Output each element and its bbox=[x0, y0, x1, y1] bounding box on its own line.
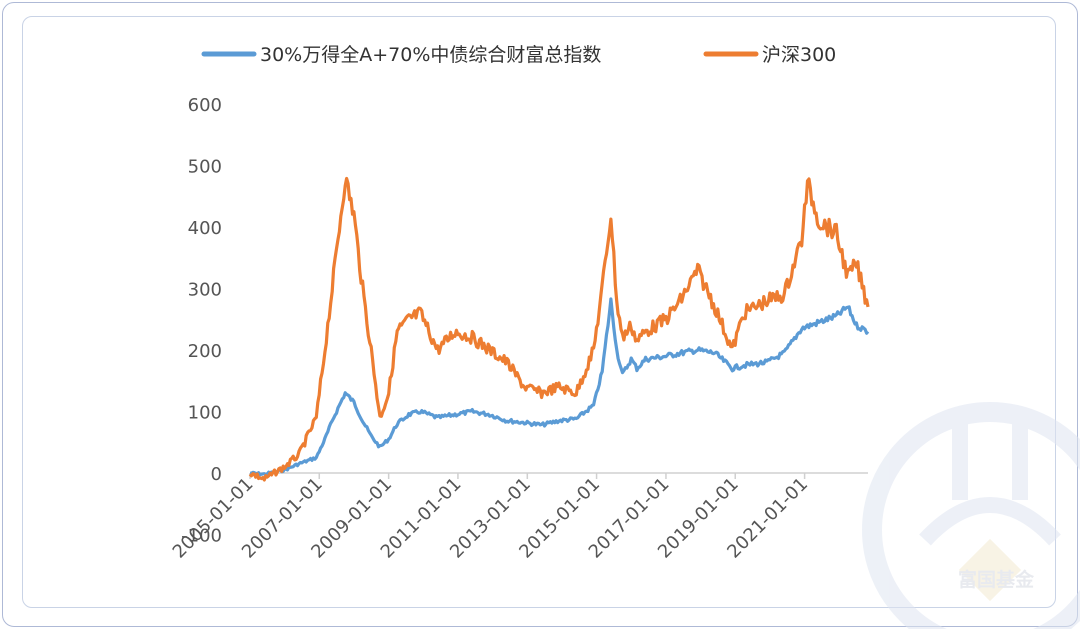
y-tick-label: 600 bbox=[188, 95, 222, 116]
legend-label-series1: 沪深300 bbox=[762, 44, 836, 66]
series-line-1 bbox=[248, 176, 870, 482]
y-tick-label: 400 bbox=[188, 218, 222, 239]
x-axis: 2005-01-012007-01-012009-01-012011-01-01… bbox=[169, 472, 868, 563]
fullgoal-logo-watermark: 富国基金 bbox=[862, 402, 1080, 629]
y-axis: -100 0 100 200 300 400 500 600 bbox=[181, 95, 222, 547]
y-tick-label: -100 bbox=[181, 526, 222, 547]
watermark-text: 富国基金 bbox=[958, 568, 1035, 591]
legend-label-series0: 30%万得全A+70%中债综合财富总指数 bbox=[260, 44, 601, 66]
y-tick-label: 300 bbox=[188, 280, 222, 301]
y-tick-label: 200 bbox=[188, 341, 222, 362]
legend: 30%万得全A+70%中债综合财富总指数 沪深300 bbox=[201, 44, 836, 66]
y-tick-label: 500 bbox=[188, 157, 222, 178]
y-tick-label: 100 bbox=[188, 403, 222, 424]
series-line-0 bbox=[249, 297, 870, 477]
y-tick-label: 0 bbox=[211, 464, 222, 485]
plot-area bbox=[248, 176, 870, 482]
